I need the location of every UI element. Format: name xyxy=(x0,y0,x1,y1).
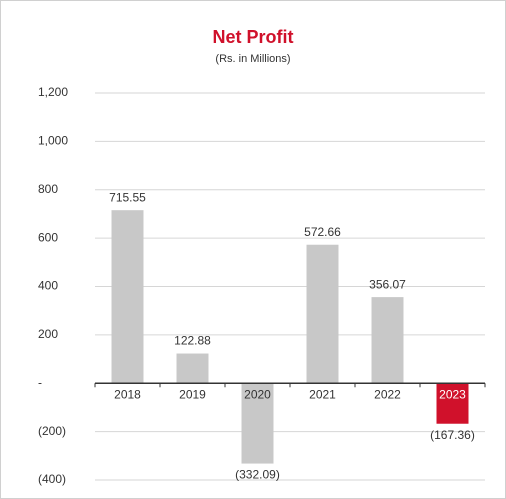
bar xyxy=(306,244,339,384)
x-tick-label: 2019 xyxy=(179,387,206,401)
bar xyxy=(176,353,209,384)
y-tick-label: 400 xyxy=(38,279,58,293)
bar xyxy=(241,383,274,464)
y-tick-label: (400) xyxy=(38,472,66,486)
y-tick-label: 800 xyxy=(38,182,58,196)
chart-subtitle: (Rs. in Millions) xyxy=(215,53,290,65)
chart-title: Net Profit xyxy=(213,27,294,47)
y-tick-label: - xyxy=(38,375,42,389)
data-label: 356.07 xyxy=(369,277,406,291)
data-label: (332.09) xyxy=(235,468,280,482)
y-tick-label: 600 xyxy=(38,230,58,244)
y-tick-label: 1,200 xyxy=(38,85,68,99)
bar xyxy=(436,383,469,424)
x-tick-label: 2022 xyxy=(374,387,401,401)
x-tick-label: 2021 xyxy=(309,387,336,401)
y-tick-label: (200) xyxy=(38,424,66,438)
x-tick-label: 2023 xyxy=(439,387,466,401)
y-tick-label: 200 xyxy=(38,327,58,341)
x-tick-label: 2018 xyxy=(114,387,141,401)
x-tick-label: 2020 xyxy=(244,387,271,401)
data-label: 572.66 xyxy=(304,225,341,239)
bar xyxy=(371,297,404,384)
data-label: (167.36) xyxy=(430,428,475,442)
data-label: 715.55 xyxy=(109,190,146,204)
bar xyxy=(111,210,144,384)
data-label: 122.88 xyxy=(174,334,211,348)
y-tick-label: 1,000 xyxy=(38,134,68,148)
